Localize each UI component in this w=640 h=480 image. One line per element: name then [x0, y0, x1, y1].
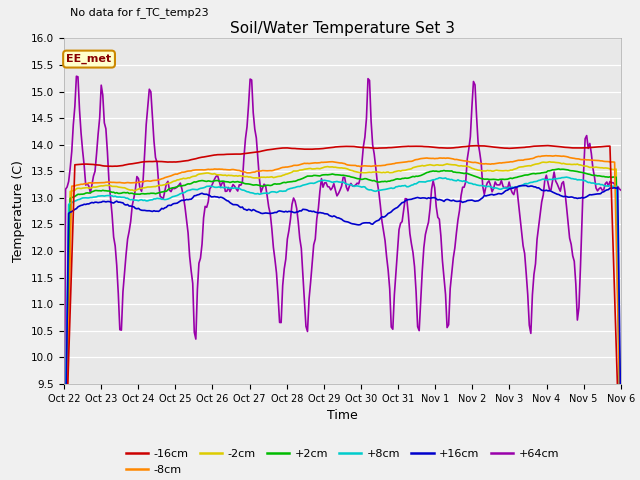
- X-axis label: Time: Time: [327, 409, 358, 422]
- Text: No data for f_TC_temp23: No data for f_TC_temp23: [70, 7, 208, 18]
- Title: Soil/Water Temperature Set 3: Soil/Water Temperature Set 3: [230, 21, 455, 36]
- Text: EE_met: EE_met: [67, 54, 111, 64]
- Legend: -16cm, -8cm, -2cm, +2cm, +8cm, +16cm, +64cm: -16cm, -8cm, -2cm, +2cm, +8cm, +16cm, +6…: [122, 445, 563, 480]
- Y-axis label: Temperature (C): Temperature (C): [12, 160, 26, 262]
